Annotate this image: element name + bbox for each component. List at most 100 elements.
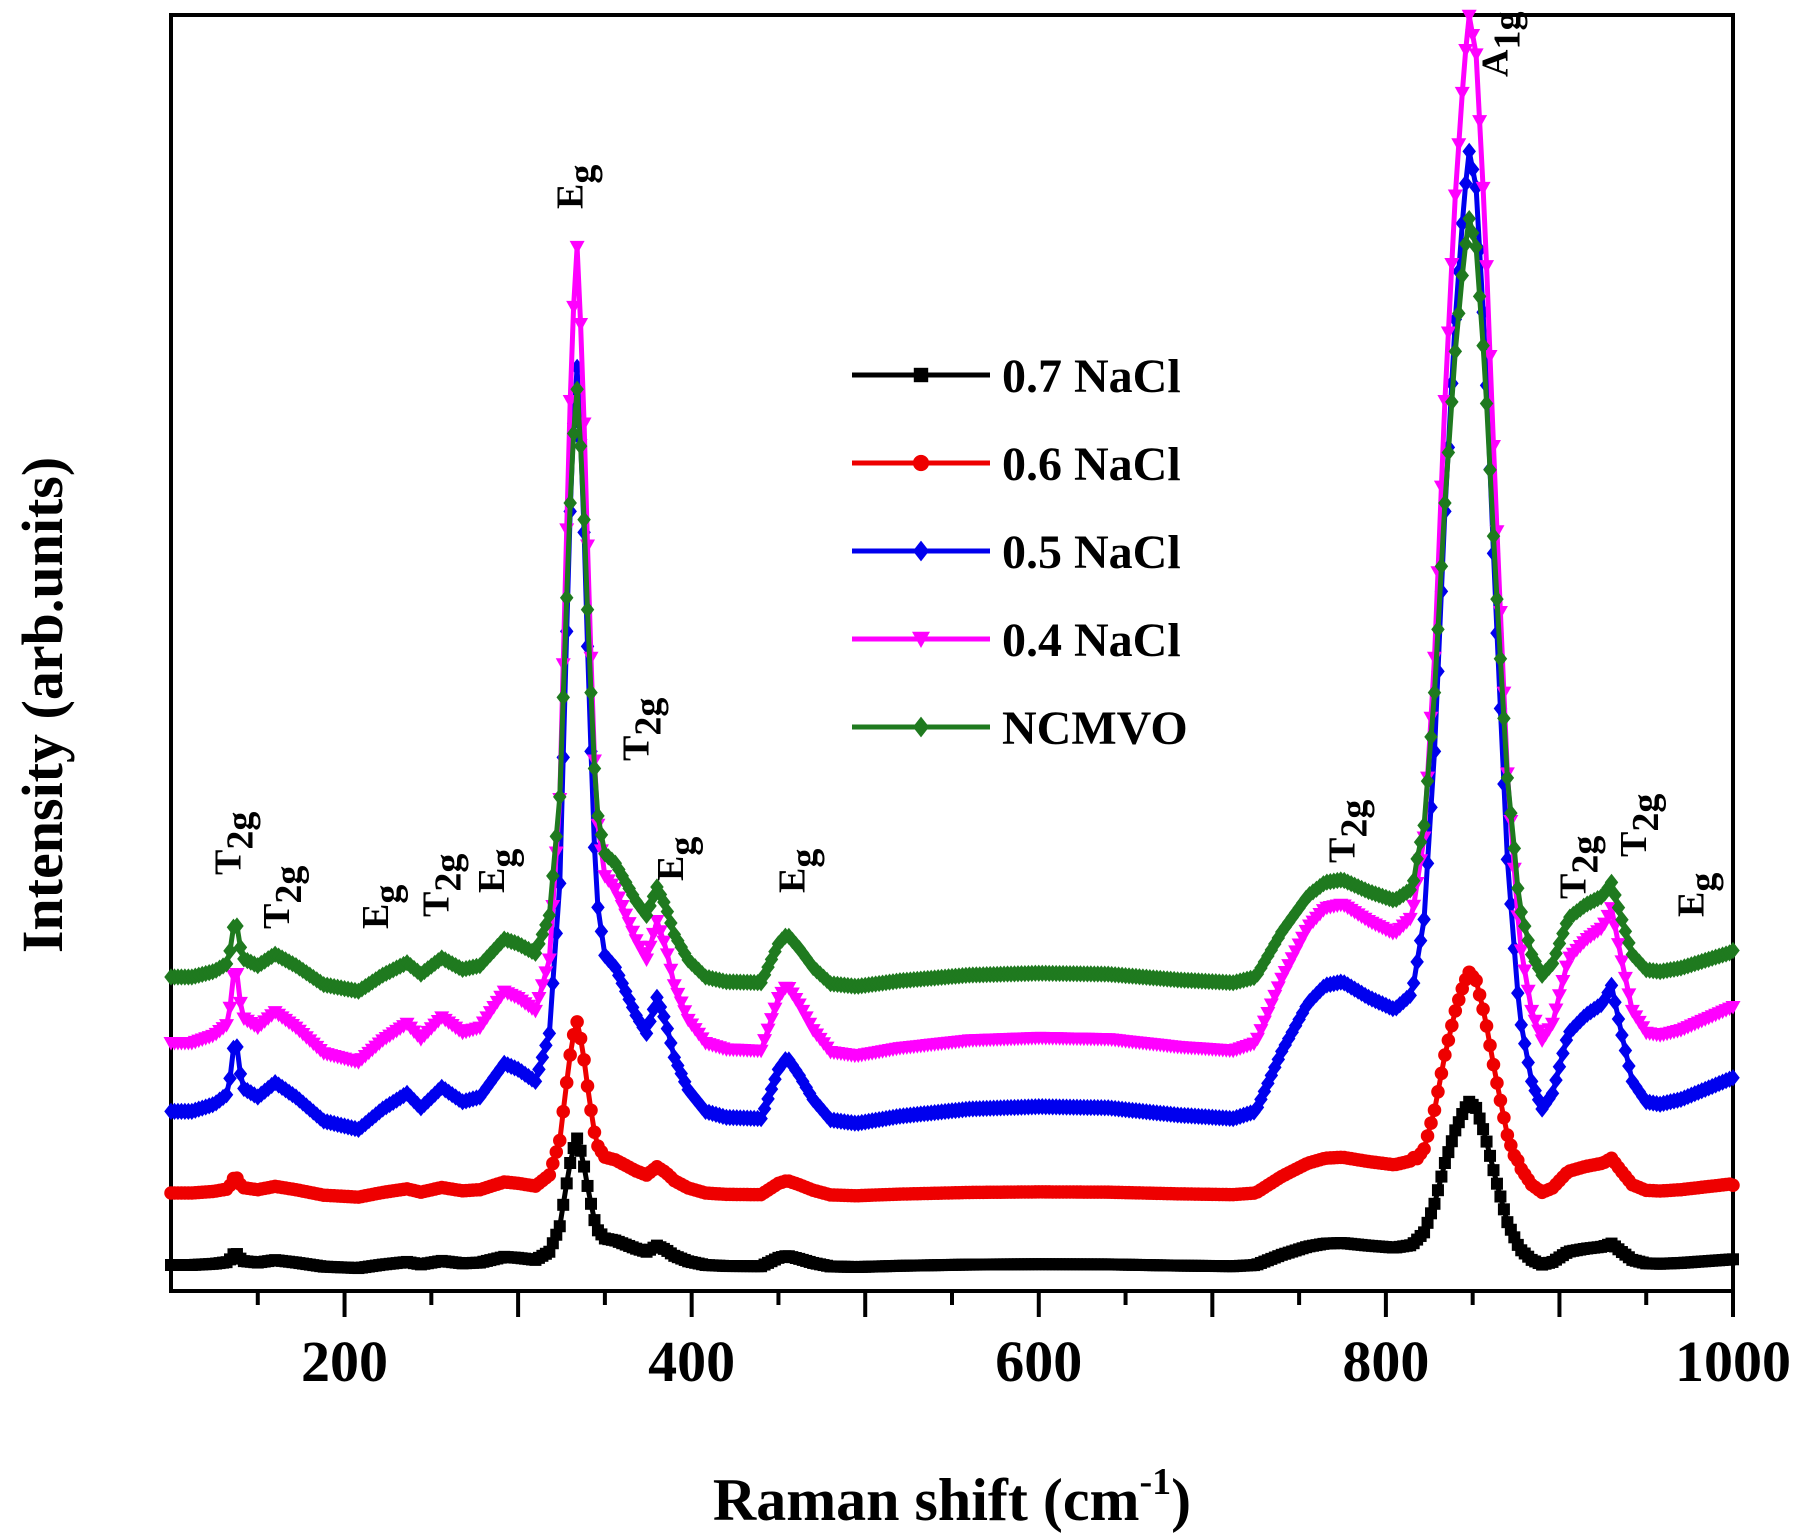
series-0.7-nacl: [165, 1095, 1739, 1275]
data-point-marker: [1472, 287, 1487, 305]
data-point-marker: [614, 900, 630, 914]
data-point-marker: [1448, 342, 1463, 360]
peak-label-symbol: T: [207, 850, 249, 875]
data-point-marker: [1438, 494, 1452, 512]
data-point-marker: [1461, 9, 1477, 24]
data-point-marker: [1486, 527, 1501, 545]
data-point-marker: [1413, 932, 1428, 950]
x-tick-label: 1000: [1675, 1329, 1791, 1394]
x-axis-label-close: ): [1171, 1467, 1191, 1533]
data-point-marker: [1434, 1066, 1449, 1081]
data-point-marker: [1504, 804, 1518, 822]
data-point-marker: [1451, 138, 1467, 152]
data-point-marker: [1725, 1001, 1741, 1015]
data-point-marker: [1486, 1057, 1501, 1072]
data-point-marker: [232, 996, 248, 1011]
data-point-marker: [1427, 683, 1442, 702]
series-markers: [164, 209, 1740, 1000]
data-point-marker: [594, 826, 609, 844]
data-point-marker: [767, 1002, 783, 1017]
data-point-marker: [664, 1034, 678, 1052]
legend-label: 0.7 NaCl: [1002, 350, 1181, 403]
data-point-marker: [1406, 899, 1422, 914]
data-point-marker: [1462, 142, 1476, 161]
data-point-marker: [585, 1197, 598, 1210]
series-0.5-nacl: [164, 142, 1740, 1139]
data-point-marker: [556, 1104, 570, 1119]
data-point-marker: [1442, 1146, 1455, 1159]
data-point-marker: [587, 838, 602, 857]
data-point-marker: [1410, 850, 1424, 868]
data-point-marker: [1458, 174, 1473, 193]
data-point-marker: [1726, 941, 1740, 960]
data-point-marker: [1445, 1018, 1459, 1033]
data-point-marker: [573, 1031, 588, 1046]
data-point-marker: [1444, 258, 1460, 272]
data-point-marker: [1487, 1164, 1500, 1177]
data-point-marker: [677, 1005, 693, 1019]
data-point-marker: [673, 996, 689, 1011]
peak-label-sub: g: [367, 885, 409, 904]
data-point-marker: [559, 589, 574, 607]
data-point-marker: [1417, 1142, 1431, 1156]
legend-item: NCMVO: [852, 702, 1188, 755]
data-point-marker: [1438, 1048, 1452, 1062]
peak-label: Eg: [1670, 873, 1724, 917]
data-point-marker: [1493, 1093, 1508, 1108]
data-point-marker: [912, 716, 930, 738]
peak-label-symbol: E: [471, 868, 513, 893]
peak-label-symbol: E: [549, 184, 591, 209]
series-0.4-nacl: [163, 9, 1741, 1070]
data-point-marker: [1285, 1023, 1299, 1041]
data-point-marker: [1726, 1178, 1740, 1193]
data-point-marker: [1438, 1157, 1451, 1169]
peak-label-symbol: T: [1552, 874, 1594, 899]
peak-label: Eg: [549, 165, 603, 209]
data-point-marker: [621, 917, 637, 931]
data-point-marker: [660, 1019, 675, 1038]
data-point-marker: [1428, 1197, 1441, 1210]
peak-label: T2g: [207, 812, 261, 875]
data-point-marker: [222, 1001, 238, 1016]
data-point-marker: [1483, 461, 1497, 479]
data-point-marker: [1608, 993, 1622, 1011]
data-point-marker: [913, 367, 929, 383]
x-axis-label: Raman shift (cm-1): [713, 1461, 1191, 1533]
data-point-marker: [563, 494, 577, 512]
data-point-marker: [573, 317, 589, 332]
data-point-marker: [1520, 984, 1536, 999]
data-point-marker: [534, 979, 550, 993]
data-point-marker: [1497, 1203, 1510, 1216]
data-point-marker: [1476, 1002, 1490, 1016]
data-point-marker: [1497, 709, 1511, 727]
peak-label-sub: 2g: [1564, 836, 1606, 874]
peak-label-symbol: E: [771, 868, 813, 893]
data-point-marker: [1531, 1024, 1547, 1039]
data-point-marker: [1551, 989, 1567, 1003]
data-point-marker: [553, 1220, 566, 1233]
data-point-marker: [527, 1004, 543, 1019]
data-point-marker: [542, 906, 557, 925]
data-point-marker: [1447, 189, 1463, 204]
data-point-marker: [223, 942, 237, 960]
data-point-marker: [538, 966, 554, 980]
data-point-marker: [1402, 912, 1418, 927]
data-point-marker: [1548, 1003, 1564, 1017]
data-point-marker: [1500, 1128, 1515, 1142]
data-point-marker: [557, 1198, 570, 1211]
data-point-marker: [1441, 1033, 1456, 1048]
data-point-marker: [1507, 939, 1522, 958]
legend-label: 0.5 NaCl: [1002, 526, 1181, 579]
data-point-marker: [1440, 326, 1456, 341]
data-point-marker: [1524, 1004, 1540, 1019]
data-point-marker: [563, 1048, 577, 1062]
data-point-marker: [1452, 993, 1466, 1007]
peak-label-symbol: T: [256, 904, 298, 929]
data-point-marker: [556, 688, 570, 706]
peak-label: A1g: [1474, 12, 1528, 77]
data-point-marker: [546, 974, 560, 993]
x-tick-label: 600: [995, 1329, 1082, 1394]
data-point-marker: [1479, 394, 1494, 413]
data-point-marker: [1417, 816, 1431, 834]
